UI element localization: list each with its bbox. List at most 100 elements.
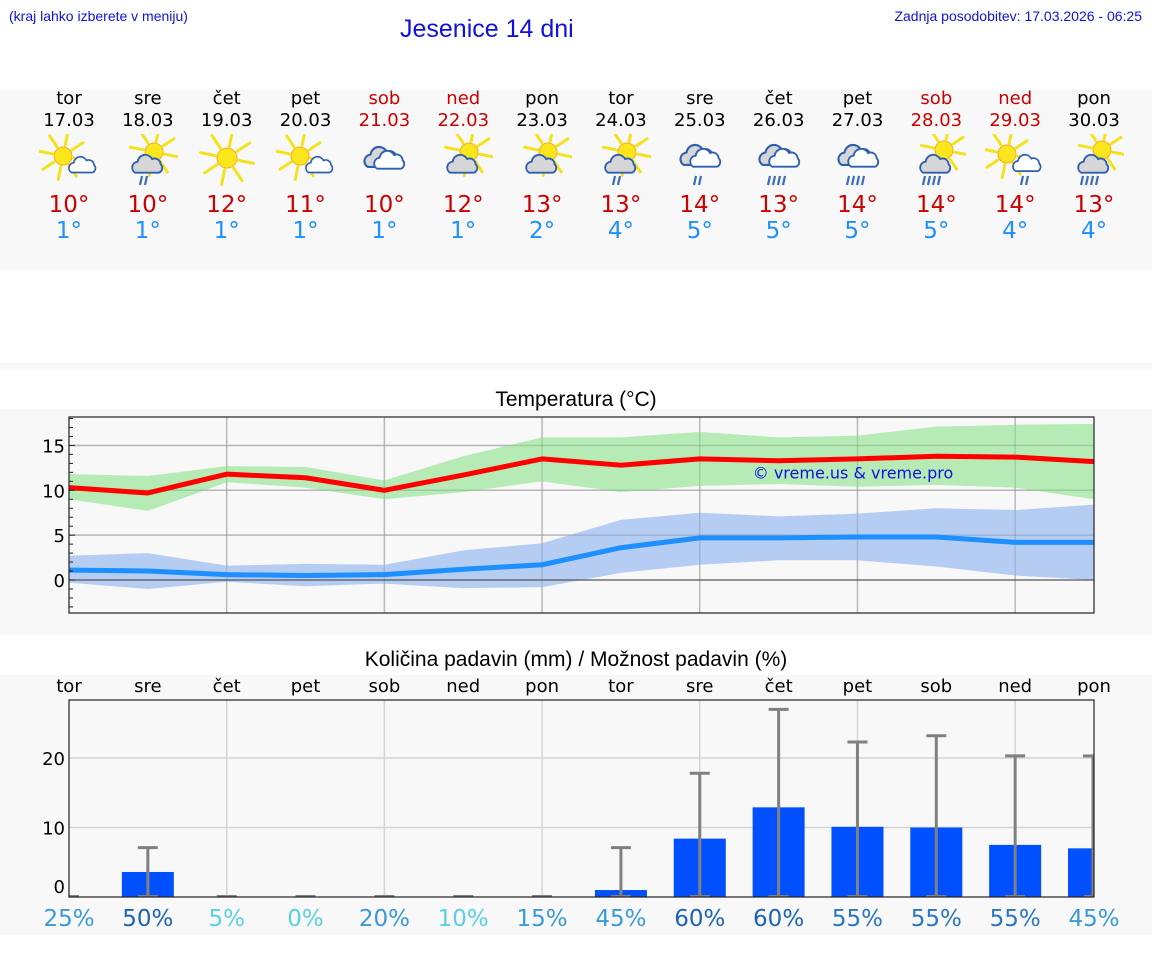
min-temperature: 5° (844, 218, 871, 244)
day-date: 22.03 (437, 110, 490, 131)
day-date: 17.03 (43, 110, 95, 131)
max-temperature: 14° (994, 192, 1036, 218)
day-label: sob (920, 676, 952, 697)
y-tick-label: 5 (54, 526, 65, 547)
sun-cloud-light-rain-icon (601, 134, 651, 186)
day-name: ned (998, 88, 1033, 109)
max-temperature: 10° (48, 192, 90, 218)
day-label: tor (56, 676, 82, 697)
min-temperature: 4° (1002, 218, 1029, 244)
day-date: 23.03 (516, 110, 568, 131)
day-date: 29.03 (989, 110, 1041, 131)
max-temperature: 10° (127, 192, 169, 218)
day-date: 30.03 (1068, 110, 1120, 131)
max-temperature: 13° (1073, 192, 1115, 218)
overcast-rain-icon (836, 143, 879, 186)
day-label: tor (608, 676, 634, 697)
min-temperature: 1° (371, 218, 398, 244)
y-tick-label: 10 (42, 481, 65, 502)
sun-cloud-rain-icon (919, 134, 967, 186)
day-forecast: čet 26.03 13° 5° (739, 88, 818, 244)
precip-probability: 55% (911, 906, 962, 932)
day-name: pet (290, 88, 321, 109)
day-forecast: tor 17.03 10° 1° (30, 88, 109, 244)
separator-band (0, 363, 1152, 369)
overcast-icon (363, 145, 406, 170)
sun-cloud-rain-icon (1077, 134, 1125, 186)
max-temperature: 14° (837, 192, 878, 218)
precip-probability: 5% (208, 906, 245, 932)
max-temperature: 12° (442, 192, 484, 218)
sun-cloud-icon (444, 134, 494, 178)
max-temperature: 12° (206, 192, 248, 218)
day-label: pon (525, 676, 559, 697)
day-date: 26.03 (752, 110, 805, 131)
day-forecast: čet 19.03 12° 1° (187, 88, 266, 244)
precip-probability: 60% (753, 906, 804, 932)
max-temperature: 14° (679, 192, 721, 218)
precipitation-chart: tor sre čet pet sob ned pon tor sre čet pet sob ned p… (42, 676, 1119, 932)
min-temperature: 1° (134, 218, 161, 244)
forecast-band (0, 90, 1152, 270)
day-forecast: pon 23.03 13° 2° (503, 88, 582, 244)
day-date: 21.03 (358, 110, 411, 131)
day-date: 19.03 (200, 110, 253, 131)
day-label: ned (998, 676, 1032, 697)
precip-probability: 50% (122, 906, 173, 932)
precip-bar (1068, 848, 1094, 897)
day-name: pon (1077, 88, 1111, 109)
precip-probability: 15% (517, 906, 568, 932)
precip-probability: 0% (287, 906, 324, 932)
min-temperature: 4° (1080, 218, 1108, 244)
day-forecast: ned 22.03 12° 1° (424, 88, 503, 244)
temperature-chart-title: Temperatura (°C) (495, 388, 657, 411)
min-temperature: 5° (686, 218, 713, 244)
sun-cloud-icon (523, 134, 573, 178)
max-temperature: 13° (600, 192, 642, 218)
day-forecast: sre 25.03 14° 5° (660, 88, 739, 244)
sun-small-cloud-icon (275, 134, 333, 182)
day-date: 25.03 (674, 110, 726, 131)
day-label: ned (446, 676, 480, 697)
day-name: sob (368, 88, 401, 109)
max-temperature: 13° (521, 192, 563, 218)
min-temperature: 5° (765, 218, 792, 244)
day-forecast: sre 18.03 10° 1° (108, 88, 187, 244)
min-temperature: 1° (450, 218, 477, 244)
day-name: sre (686, 88, 714, 109)
day-forecast: pet 20.03 11° 1° (266, 88, 345, 244)
day-name: pet (842, 88, 873, 109)
precip-probability: 55% (990, 906, 1041, 932)
sun-small-cloud-light-rain-icon (985, 134, 1042, 186)
precip-probability: 20% (359, 906, 410, 932)
y-tick-label: 15 (42, 436, 65, 457)
day-date: 20.03 (279, 110, 332, 131)
day-label: sre (134, 676, 161, 697)
last-updated: Zadnja posodobitev: 17.03.2026 - 06:25 (894, 8, 1142, 24)
min-temperature: 5° (923, 218, 950, 244)
precip-probability: 10% (438, 906, 489, 932)
day-name: tor (56, 88, 82, 109)
day-name: sob (920, 88, 953, 109)
precip-probability: 45% (595, 906, 646, 932)
day-label: čet (213, 676, 241, 697)
y-tick-label: 0 (54, 877, 65, 898)
min-temperature: 1° (213, 218, 240, 244)
overcast-rain-icon (758, 143, 800, 186)
min-temperature: 4° (607, 218, 634, 244)
day-name: čet (212, 88, 241, 109)
day-date: 27.03 (831, 110, 884, 131)
precip-probability: 60% (674, 906, 725, 932)
precip-probability: 45% (1068, 906, 1119, 932)
copyright-annotation: © vreme.us & vreme.pro (753, 464, 954, 483)
day-forecast: tor 24.03 13° 4° (581, 88, 660, 244)
region-menu-hint[interactable]: (kraj lahko izberete v meniju) (9, 8, 188, 24)
day-name: ned (446, 88, 481, 109)
min-temperature: 1° (292, 218, 319, 244)
min-temperature: 2° (529, 218, 556, 244)
day-label: sre (686, 676, 713, 697)
day-date: 18.03 (122, 110, 174, 131)
day-date: 24.03 (595, 110, 647, 131)
daily-forecast: tor 17.03 10° 1° sre 18.03 10° 1° čet 19… (0, 88, 1152, 270)
max-temperature: 11° (285, 192, 326, 218)
